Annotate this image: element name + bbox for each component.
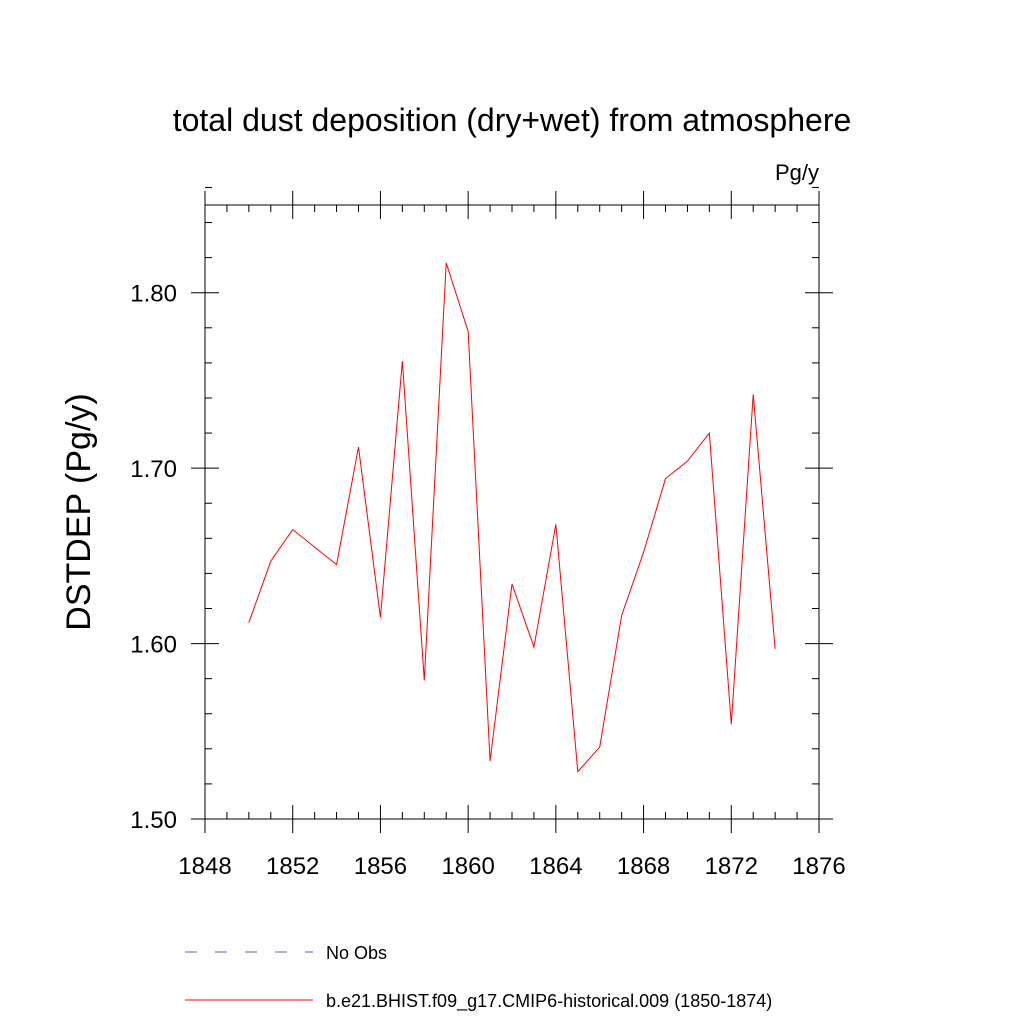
x-tick-label: 1852 bbox=[266, 853, 319, 880]
plot-frame bbox=[204, 204, 820, 820]
x-tick-label: 1876 bbox=[792, 853, 845, 880]
units-label: Pg/y bbox=[775, 160, 819, 185]
y-tick-labels: 1.50 1.60 1.70 1.80 bbox=[130, 281, 177, 834]
legend-label-1: b.e21.BHIST.f09_g17.CMIP6-historical.009… bbox=[326, 991, 772, 1012]
y-tick-label: 1.50 bbox=[130, 807, 177, 834]
axis-ticks bbox=[191, 186, 833, 833]
y-tick-label: 1.60 bbox=[130, 632, 177, 659]
legend: No Obs b.e21.BHIST.f09_g17.CMIP6-historic… bbox=[185, 943, 772, 1012]
x-tick-labels: 1848 1852 1856 1860 1864 1868 1872 1876 bbox=[178, 853, 845, 880]
x-tick-label: 1860 bbox=[441, 853, 494, 880]
x-tick-label: 1868 bbox=[617, 853, 670, 880]
legend-label-0: No Obs bbox=[326, 943, 387, 963]
x-tick-label: 1856 bbox=[354, 853, 407, 880]
y-tick-label: 1.70 bbox=[130, 456, 177, 483]
x-tick-label: 1848 bbox=[178, 853, 231, 880]
series-group bbox=[248, 262, 776, 773]
chart-title: total dust deposition (dry+wet) from atm… bbox=[173, 102, 852, 138]
series-line-1 bbox=[248, 262, 776, 773]
x-tick-label: 1872 bbox=[705, 853, 758, 880]
y-axis-label: DSTDEP (Pg/y) bbox=[60, 393, 98, 630]
y-tick-label: 1.80 bbox=[130, 281, 177, 308]
x-tick-label: 1864 bbox=[529, 853, 582, 880]
